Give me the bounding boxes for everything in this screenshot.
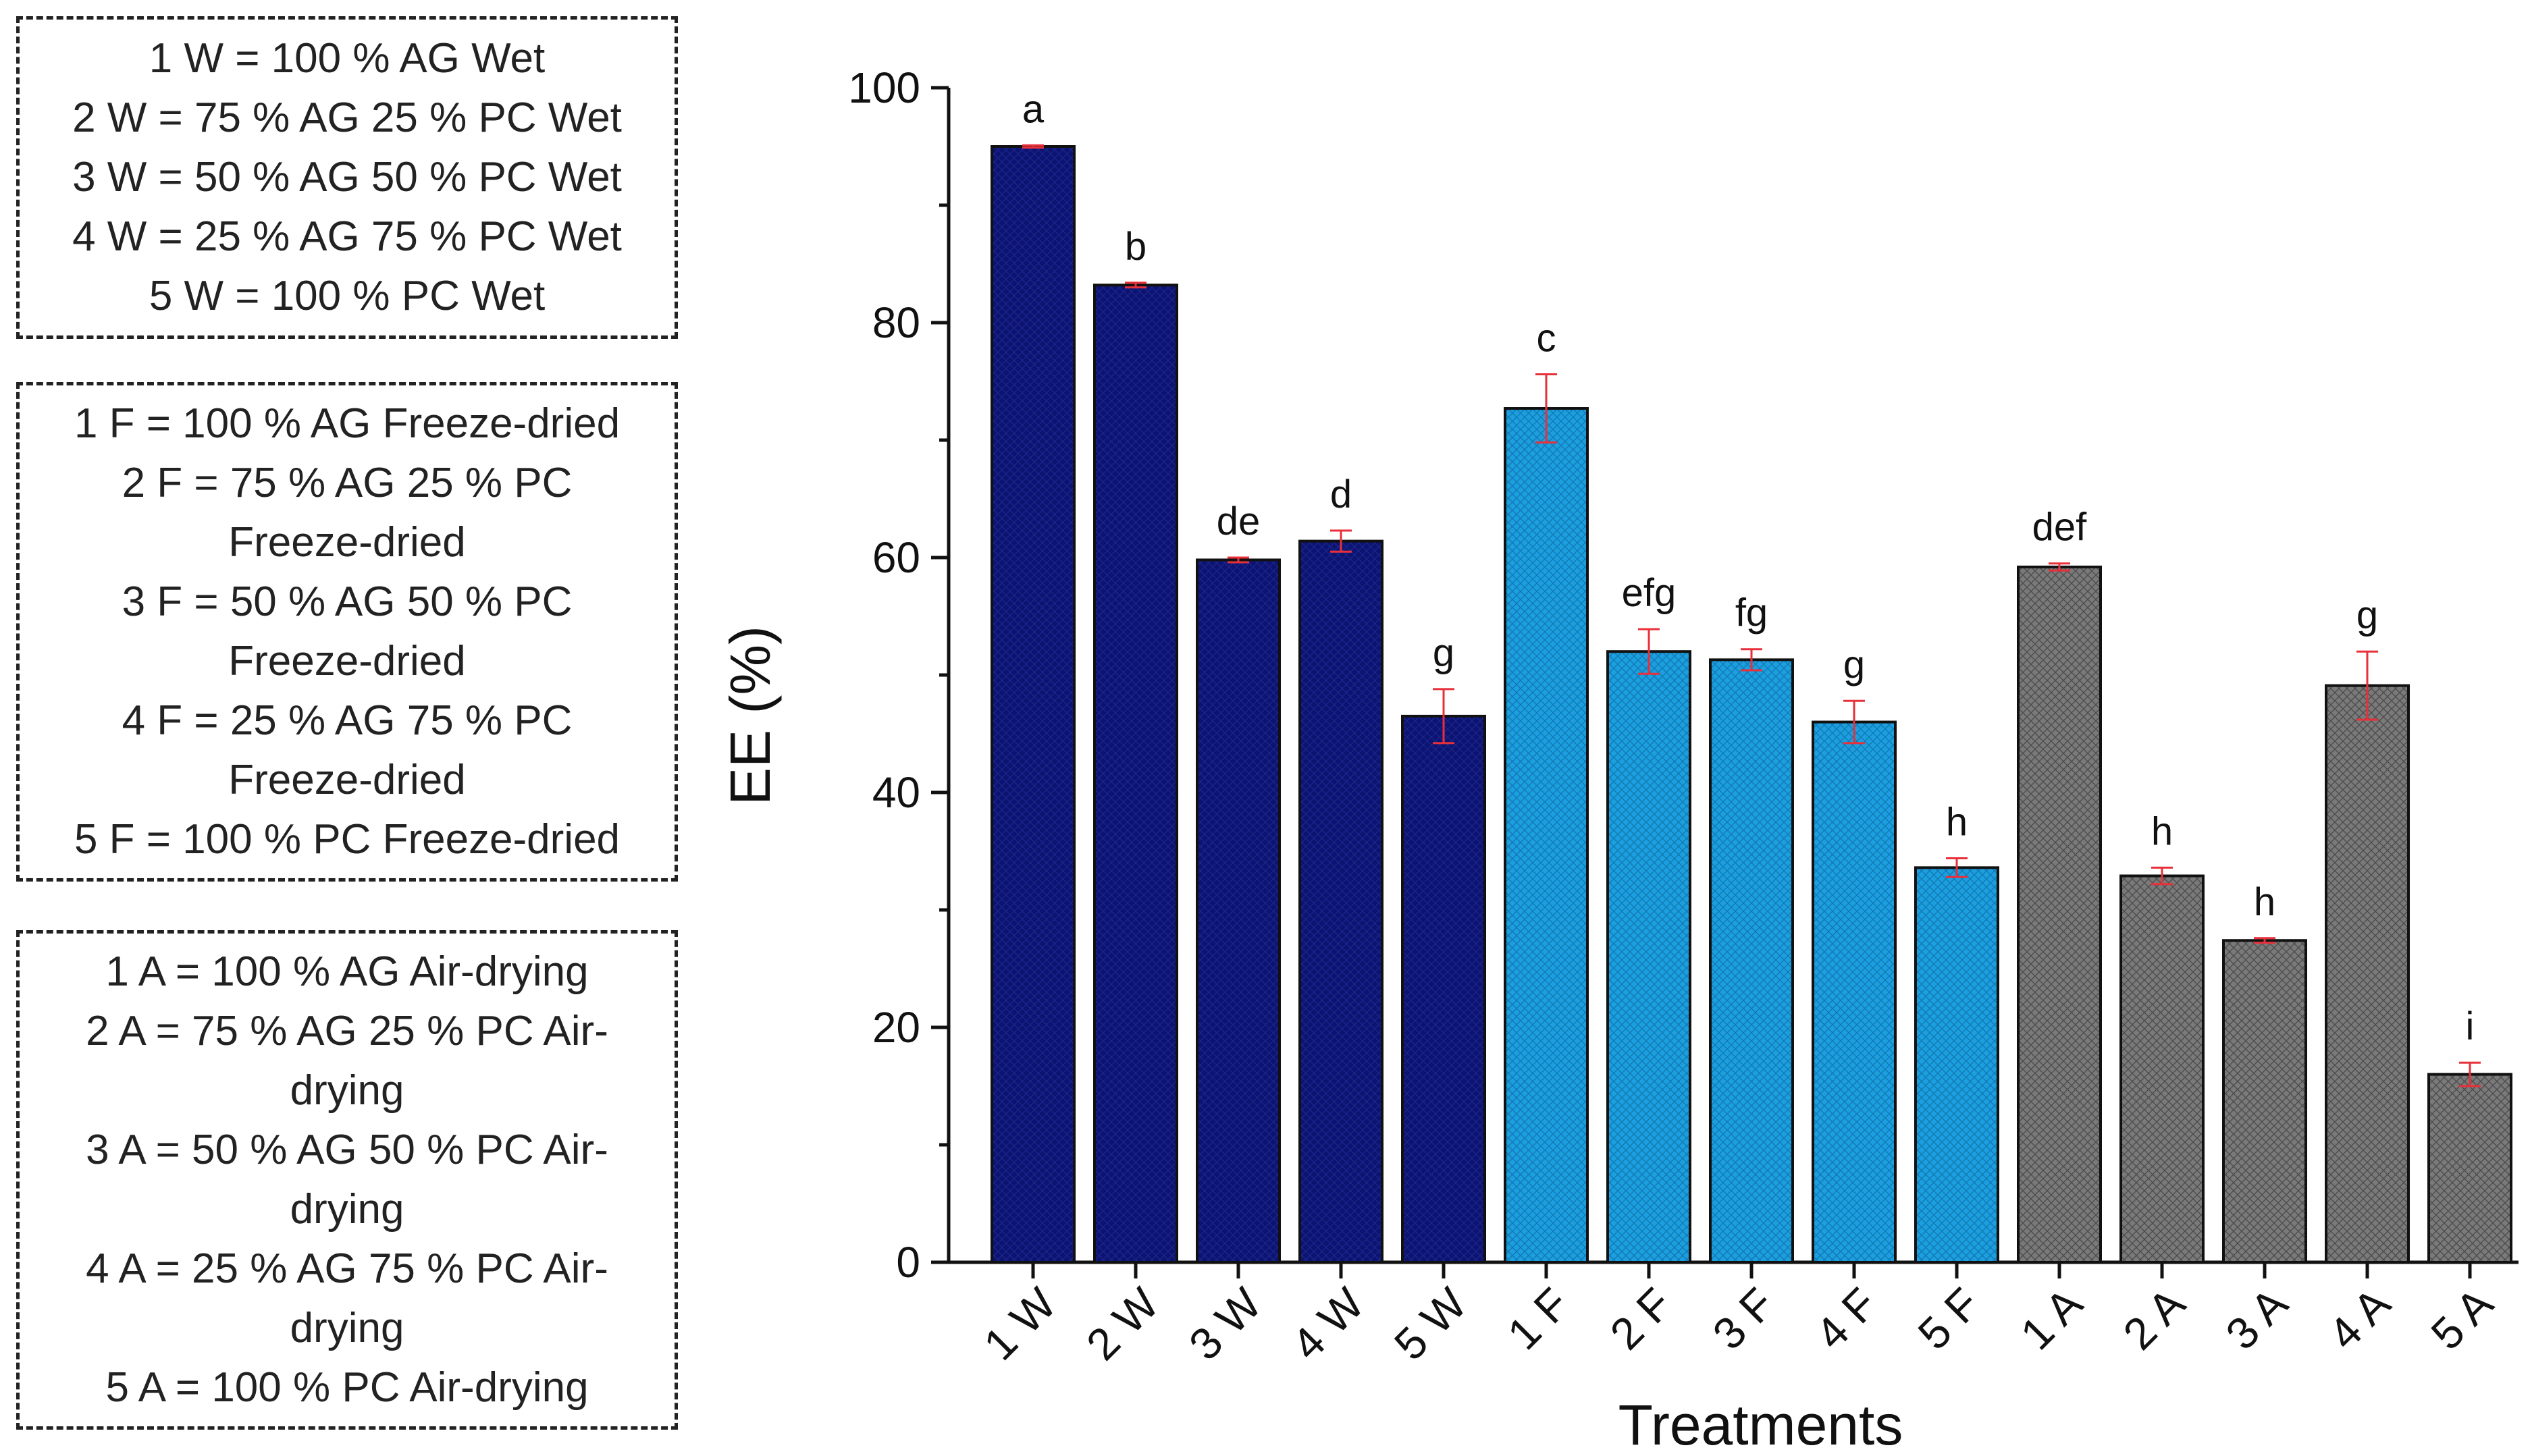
y-axis-label: EE (%) — [718, 626, 782, 805]
legend-line: Freeze-dried — [228, 638, 466, 684]
significance-letter: def — [2032, 506, 2088, 549]
legend-line: 3 A = 50 % AG 50 % PC Air- — [86, 1127, 608, 1173]
bar-4w — [1298, 539, 1383, 1264]
x-tick-label: 1 A — [2011, 1278, 2092, 1359]
bar-2f — [1606, 650, 1691, 1264]
x-tick-label: 4 W — [1282, 1278, 1374, 1370]
bar-1w — [991, 145, 1076, 1264]
legend-line: 5 A = 100 % PC Air-drying — [105, 1364, 589, 1411]
bar-5a — [2427, 1073, 2512, 1264]
y-tick-label: 60 — [872, 533, 920, 582]
legend-box-wet: 1 W = 100 % AG Wet 2 W = 75 % AG 25 % PC … — [16, 16, 678, 339]
legend-line: 2 F = 75 % AG 25 % PC — [122, 460, 573, 506]
significance-letter: c — [1537, 317, 1556, 360]
legend-line: 1 F = 100 % AG Freeze-dried — [74, 400, 621, 447]
legend-line: 1 W = 100 % AG Wet — [149, 35, 546, 82]
legend-line: Freeze-dried — [228, 519, 466, 566]
significance-letter: i — [2466, 1004, 2475, 1048]
significance-letter: h — [2254, 880, 2275, 924]
legend-line: drying — [290, 1067, 404, 1114]
legend-line: 5 W = 100 % PC Wet — [149, 273, 546, 319]
legend-line: 5 F = 100 % PC Freeze-dried — [74, 816, 621, 863]
x-tick-label: 2 A — [2113, 1278, 2194, 1359]
legend-line: 1 A = 100 % AG Air-drying — [105, 948, 589, 995]
x-tick-label: 3 F — [1703, 1278, 1784, 1359]
bar-3f — [1709, 658, 1794, 1264]
bar-2w — [1093, 284, 1178, 1264]
bar-4f — [1812, 720, 1897, 1264]
x-tick-label: 5 W — [1385, 1278, 1477, 1370]
bar-5f — [1914, 866, 1999, 1264]
x-tick-label: 5 A — [2421, 1278, 2502, 1359]
legend-line: 2 A = 75 % AG 25 % PC Air- — [86, 1008, 608, 1054]
significance-letter: fg — [1735, 591, 1768, 635]
bar-1a — [2017, 565, 2102, 1264]
x-tick-label: 1 W — [974, 1278, 1066, 1370]
legend-line: drying — [290, 1305, 404, 1351]
bar-3w — [1196, 558, 1281, 1264]
significance-letter: b — [1125, 225, 1147, 269]
legend-box-air-drying: 1 A = 100 % AG Air-drying 2 A = 75 % AG 2… — [16, 930, 678, 1430]
significance-letter: de — [1217, 500, 1261, 543]
legend-line: 3 W = 50 % AG 50 % PC Wet — [72, 154, 622, 200]
x-tick-label: 3 W — [1180, 1278, 1271, 1370]
bar-3a — [2222, 939, 2307, 1264]
significance-letter: h — [2151, 809, 2173, 853]
legend-box-freeze-dried: 1 F = 100 % AG Freeze-dried 2 F = 75 % AG… — [16, 382, 678, 882]
significance-letter: efg — [1622, 571, 1677, 615]
significance-letter: g — [1843, 643, 1865, 686]
significance-letter: h — [1946, 800, 1968, 844]
x-tick-label: 4 A — [2319, 1278, 2400, 1359]
x-tick-label: 3 A — [2216, 1278, 2297, 1359]
x-tick-label: 4 F — [1806, 1278, 1887, 1359]
x-tick-label: 2 W — [1077, 1278, 1169, 1370]
y-tick-label: 80 — [872, 298, 920, 347]
x-tick-label: 2 F — [1600, 1278, 1681, 1359]
bar-1f — [1504, 407, 1589, 1264]
bar-5w — [1401, 714, 1486, 1264]
significance-letter: d — [1330, 473, 1352, 516]
legend-line: 4 A = 25 % AG 75 % PC Air- — [86, 1245, 608, 1292]
x-tick-label: 1 F — [1498, 1278, 1579, 1359]
legend-line: Freeze-dried — [228, 757, 466, 803]
legend-line: 3 F = 50 % AG 50 % PC — [122, 578, 573, 625]
y-tick-label: 0 — [896, 1238, 920, 1287]
legend-line: 4 W = 25 % AG 75 % PC Wet — [72, 213, 622, 260]
bar-2a — [2119, 874, 2205, 1264]
legend-line: 2 W = 75 % AG 25 % PC Wet — [72, 95, 622, 141]
bar-chart: 0 20 40 60 80 100 EE (%) a 1 W b 2 W de 3 W d 4 W g 5 W c… — [718, 63, 2519, 1456]
bar-4a — [2325, 684, 2410, 1264]
y-tick-label: 20 — [872, 1003, 920, 1052]
significance-letter: g — [1433, 631, 1454, 675]
x-tick-label: 5 F — [1908, 1278, 1989, 1359]
significance-letter: g — [2356, 593, 2378, 637]
legend-line: 4 F = 25 % AG 75 % PC — [122, 697, 573, 744]
y-tick-label: 100 — [848, 63, 920, 112]
y-tick-label: 40 — [872, 768, 920, 817]
legend-line: drying — [290, 1186, 404, 1233]
x-axis-label: Treatments — [1618, 1393, 1903, 1456]
significance-letter: a — [1022, 87, 1045, 131]
